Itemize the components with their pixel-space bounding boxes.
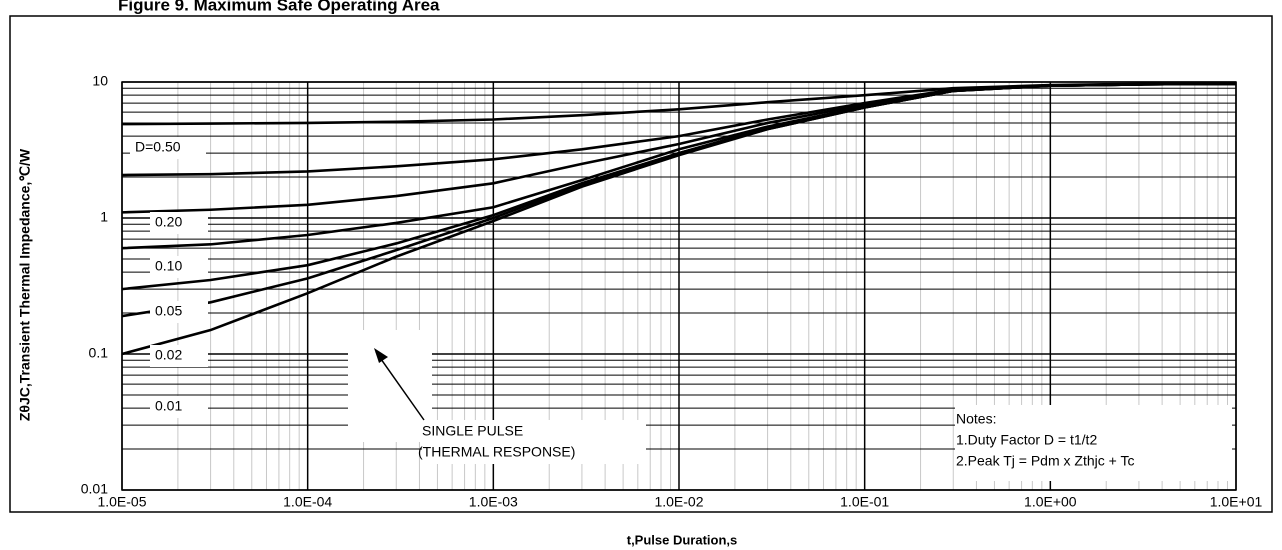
arrow xyxy=(375,351,425,421)
label-bg xyxy=(150,345,208,367)
label-bg xyxy=(150,256,208,278)
x-tick-label: 1.0E-04 xyxy=(283,494,332,510)
x-tick-label: 1.0E-01 xyxy=(840,494,889,510)
frame xyxy=(9,15,1273,513)
overlay: D=0.50 0.20 0.10 0.05 0.02 0.01 SINGLE PULSE (T… xyxy=(130,137,1232,481)
y-tick-label: 10 xyxy=(92,73,108,89)
y-tick-label: 1 xyxy=(100,209,108,225)
x-tick-label: 1.0E-02 xyxy=(654,494,703,510)
x-tick-label: 1.0E+01 xyxy=(1210,494,1263,510)
label-bg xyxy=(150,212,208,234)
series-line xyxy=(121,82,1237,356)
annotation: (THERMAL RESPONSE) xyxy=(418,444,575,460)
note: 1.Duty Factor D = t1/t2 xyxy=(956,432,1097,448)
x-tick-label: 1.0E+00 xyxy=(1024,494,1077,510)
x-tick-label: 1.0E-05 xyxy=(97,494,146,510)
annotation-box xyxy=(422,420,646,464)
curve-label: 0.10 xyxy=(155,258,182,274)
annotation-bg xyxy=(348,330,432,442)
label-bg xyxy=(130,137,206,159)
y-tick-label: 0.01 xyxy=(81,481,108,497)
lines xyxy=(121,82,1237,356)
arrowhead xyxy=(374,348,388,363)
x-tick-label: 1.0E-03 xyxy=(469,494,518,510)
curve-label: 0.01 xyxy=(155,398,182,414)
chart-title: Figure 9. Maximum Safe Operating Area xyxy=(118,0,440,14)
label-bg xyxy=(150,396,208,418)
plot-border xyxy=(121,81,1237,491)
annotation: SINGLE PULSE xyxy=(422,423,523,439)
y-tick-label: 0.1 xyxy=(89,345,109,361)
curve-label: 0.02 xyxy=(155,347,182,363)
y-axis-label: ZθJC,Transient Thermal Impedance,℃/W xyxy=(17,148,33,421)
curve-label: 0.20 xyxy=(155,214,182,230)
curve-label: D=0.50 xyxy=(135,139,181,155)
notes-box xyxy=(955,405,1232,481)
note: Notes: xyxy=(956,411,996,427)
label-bg xyxy=(150,301,208,323)
curve-label: 0.05 xyxy=(155,303,182,319)
x-axis-label: t,Pulse Duration,s xyxy=(627,532,738,547)
note: 2.Peak Tj = Pdm x Zthjc + Tc xyxy=(956,453,1134,469)
